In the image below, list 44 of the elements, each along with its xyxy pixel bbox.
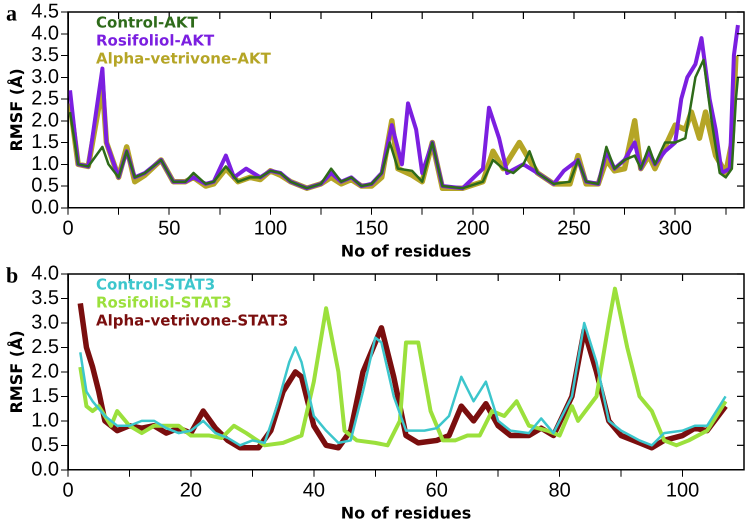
- x-tick-label: 250: [557, 217, 591, 240]
- x-tick-label: 100: [254, 217, 288, 240]
- y-tick-label: 1.0: [31, 409, 60, 432]
- series-label: Alpha-vetrivone-STAT3: [96, 311, 288, 330]
- x-tick-label: 20: [180, 479, 202, 502]
- y-tick-label: 2.5: [31, 336, 60, 358]
- y-tick-label: 2.0: [31, 109, 60, 132]
- y-tick-label: 1.5: [31, 131, 60, 154]
- x-tick-label: 60: [426, 479, 448, 502]
- y-tick-label: 3.5: [31, 286, 60, 309]
- x-tick-label: 40: [302, 479, 325, 502]
- series-label: Alpha-vetrivone-AKT: [96, 49, 272, 68]
- y-tick-label: 4.0: [31, 22, 60, 44]
- x-tick-label: 300: [658, 217, 692, 240]
- y-tick-label: 3.5: [31, 44, 60, 66]
- y-tick-label: 4.0: [31, 262, 60, 285]
- x-tick-label: 100: [666, 479, 700, 502]
- chart-title: a: [6, 0, 17, 26]
- y-tick-label: 4.5: [31, 0, 60, 23]
- y-tick-label: 2.5: [31, 88, 60, 110]
- text: Control-AKT: [96, 13, 198, 32]
- y-tick-label: 1.5: [31, 384, 60, 407]
- x-tick-label: 200: [456, 217, 490, 240]
- y-tick-label: 0.5: [31, 434, 60, 456]
- x-tick-label: 0: [62, 479, 74, 502]
- text: Rosifoliol-STAT3: [96, 293, 232, 312]
- y-tick-label: 3.0: [31, 66, 60, 88]
- y-tick-label: 2.0: [31, 360, 60, 382]
- series-label: Rosifoliol-AKT: [96, 31, 215, 50]
- y-tick-label: 0.5: [31, 174, 60, 197]
- y-tick-label: 1.0: [31, 152, 60, 175]
- x-tick-label: 0: [62, 217, 74, 240]
- y-axis-title: RMSF (Å): [6, 330, 26, 414]
- x-axis-title: No of residues: [340, 242, 472, 261]
- x-axis-title: No of residues: [340, 504, 472, 523]
- text: Control-STAT3: [96, 275, 216, 294]
- y-tick-label: 0.0: [31, 458, 60, 480]
- x-tick-label: 50: [158, 217, 180, 240]
- x-tick-label: 80: [548, 479, 571, 502]
- y-axis-title: RMSF (Å): [6, 68, 26, 152]
- y-tick-label: 0.0: [31, 196, 60, 218]
- chart-title: b: [6, 262, 18, 288]
- x-tick-label: 150: [354, 217, 388, 240]
- y-tick-label: 3.0: [31, 311, 60, 334]
